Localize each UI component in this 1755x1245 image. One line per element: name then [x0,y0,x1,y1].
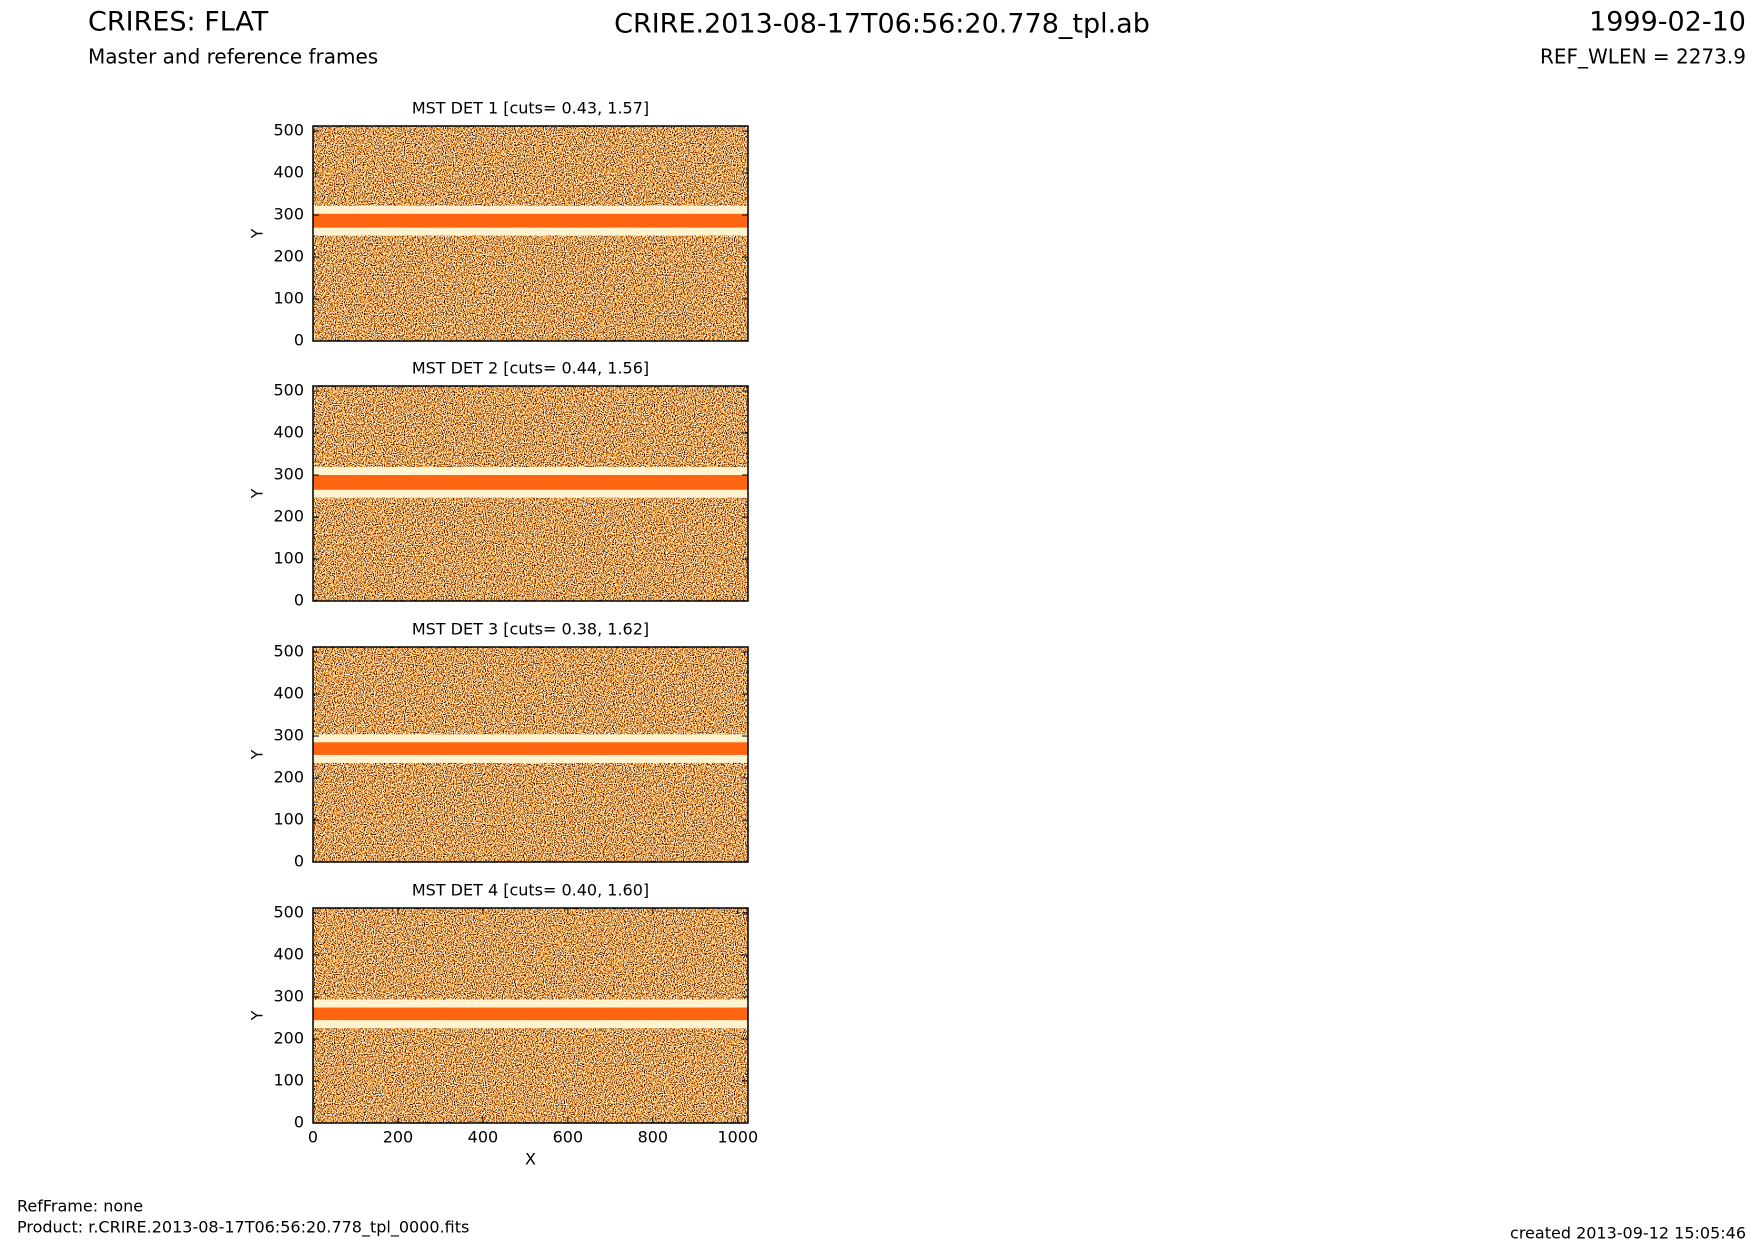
subtitle: Master and reference frames [88,45,378,69]
product: Product: r.CRIRE.2013-08-17T06:56:20.778… [17,1218,469,1238]
y-tick-label: 400 [273,163,304,182]
panel: MST DET 4 [cuts= 0.40, 1.60] Y 0 100 200 300 4… [248,881,759,1169]
y-tick-label: 400 [273,945,304,964]
x-axis-label: X [525,1150,536,1169]
y-tick-label: 200 [273,1029,304,1048]
stripe [313,475,748,490]
y-axis-label: Y [248,749,267,760]
x-tick-label: 0 [308,1128,318,1147]
y-tick-label: 0 [294,1113,304,1132]
y-tick-label: 100 [273,1071,304,1090]
y-axis-label: Y [248,1010,267,1021]
y-tick-label: 500 [273,381,304,400]
y-tick-label: 0 [294,852,304,871]
created: created 2013-09-12 15:05:46 [1510,1224,1746,1243]
y-axis-label: Y [248,488,267,499]
y-tick-label: 200 [273,768,304,787]
y-tick-label: 0 [294,591,304,610]
stripe [313,742,748,755]
stripe [313,1007,748,1021]
y-tick-label: 300 [273,205,304,224]
panels: MST DET 1 [cuts= 0.43, 1.57] Y 0 100 200 300 4… [248,99,759,1169]
panel-title: MST DET 2 [cuts= 0.44, 1.56] [412,359,649,378]
x-tick-label: 1000 [717,1128,758,1147]
ref-frame: RefFrame: none [17,1197,143,1216]
file-name: CRIRE.2013-08-17T06:56:20.778_tpl.ab [614,9,1150,40]
y-tick-label: 0 [294,331,304,350]
panel-title: MST DET 4 [cuts= 0.40, 1.60] [412,881,649,900]
y-tick-label: 300 [273,987,304,1006]
ref-wlen: REF_WLEN = 2273.9 [1540,45,1746,69]
y-tick-label: 500 [273,903,304,922]
panel: MST DET 3 [cuts= 0.38, 1.62] Y 0 100 200 300 4… [248,620,749,871]
y-axis-label: Y [248,228,267,239]
axes-frame [312,646,749,863]
x-tick-label: 400 [468,1128,499,1147]
panel: MST DET 1 [cuts= 0.43, 1.57] Y 0 100 200 300 4… [248,99,749,350]
y-tick-label: 100 [273,810,304,829]
x-tick-label: 800 [638,1128,669,1147]
y-tick-label: 500 [273,121,304,140]
y-tick-label: 400 [273,423,304,442]
x-tick-label: 200 [383,1128,414,1147]
axes-frame [312,385,749,602]
y-tick-label: 400 [273,684,304,703]
stripe [313,213,748,228]
axes-frame [312,907,749,1124]
panel-title: MST DET 1 [cuts= 0.43, 1.57] [412,99,649,118]
y-tick-label: 100 [273,289,304,308]
x-tick-label: 600 [553,1128,584,1147]
y-tick-label: 100 [273,549,304,568]
y-tick-label: 300 [273,726,304,745]
panel-title: MST DET 3 [cuts= 0.38, 1.62] [412,620,649,639]
y-tick-label: 200 [273,247,304,266]
panel: MST DET 2 [cuts= 0.44, 1.56] Y 0 100 200 300 4… [248,359,749,610]
axes-frame [312,125,749,342]
y-tick-label: 300 [273,465,304,484]
page-title: CRIRES: FLAT [88,7,269,38]
y-tick-label: 200 [273,507,304,526]
date: 1999-02-10 [1589,7,1746,38]
y-tick-label: 500 [273,642,304,661]
